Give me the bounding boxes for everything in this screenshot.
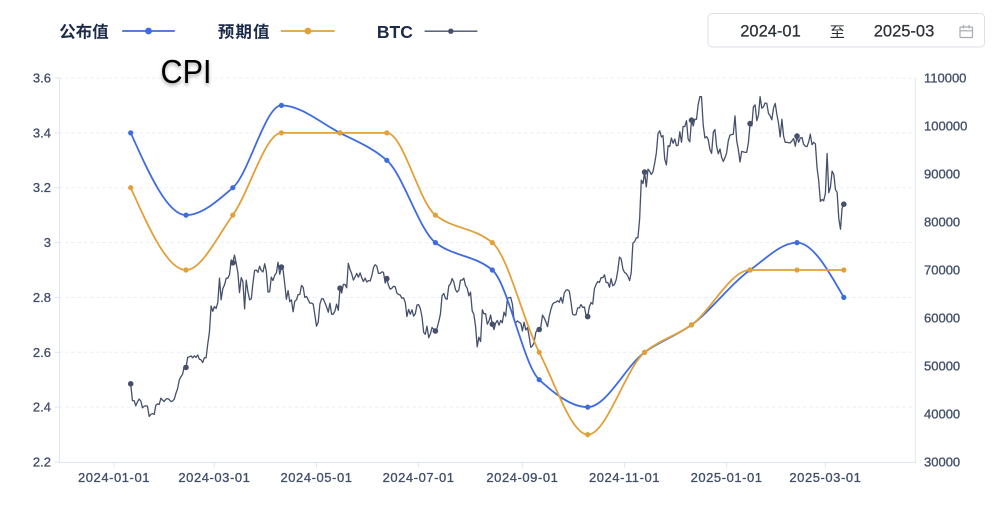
svg-text:2024-01: 2024-01: [740, 22, 801, 40]
svg-text:2.8: 2.8: [33, 290, 51, 305]
svg-text:2024-03-01: 2024-03-01: [178, 470, 250, 485]
svg-text:2024-09-01: 2024-09-01: [486, 470, 558, 485]
svg-text:3.4: 3.4: [33, 125, 51, 140]
svg-text:70000: 70000: [924, 263, 960, 278]
svg-text:80000: 80000: [924, 215, 960, 230]
svg-text:CPI: CPI: [161, 53, 212, 90]
svg-text:60000: 60000: [924, 311, 960, 326]
svg-text:100000: 100000: [924, 119, 967, 134]
svg-text:2025-01-01: 2025-01-01: [691, 470, 763, 485]
svg-text:2.4: 2.4: [33, 400, 51, 415]
svg-text:2024-05-01: 2024-05-01: [281, 470, 353, 485]
svg-text:40000: 40000: [924, 407, 960, 422]
svg-text:110000: 110000: [924, 71, 966, 86]
svg-text:2024-01-01: 2024-01-01: [78, 470, 150, 485]
svg-text:3.6: 3.6: [33, 71, 51, 86]
svg-text:2025-03: 2025-03: [874, 22, 935, 40]
svg-text:BTC: BTC: [377, 22, 413, 42]
svg-text:2025-03-01: 2025-03-01: [789, 470, 861, 485]
svg-text:90000: 90000: [924, 167, 960, 182]
svg-text:2.2: 2.2: [33, 455, 51, 470]
svg-text:2.6: 2.6: [33, 345, 51, 360]
svg-text:50000: 50000: [924, 359, 960, 374]
svg-text:30000: 30000: [924, 455, 960, 470]
svg-text:3.2: 3.2: [33, 180, 51, 195]
svg-text:3: 3: [44, 235, 51, 250]
svg-text:2024-07-01: 2024-07-01: [383, 470, 455, 485]
svg-text:2024-11-01: 2024-11-01: [589, 470, 660, 485]
